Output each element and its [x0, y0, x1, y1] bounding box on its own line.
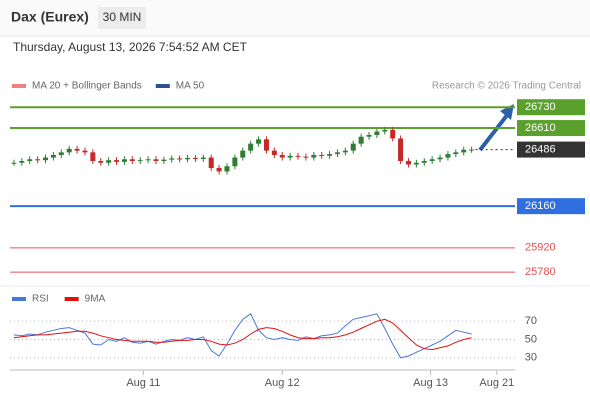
candle	[405, 161, 411, 165]
candle	[303, 156, 309, 158]
candle	[19, 161, 25, 163]
candle	[390, 129, 396, 139]
forecast-arrow	[478, 112, 510, 152]
candle	[319, 154, 325, 156]
candle	[382, 129, 388, 132]
candle	[295, 155, 301, 157]
candle	[358, 136, 364, 144]
candle	[114, 160, 120, 162]
candle	[279, 154, 285, 158]
level-badge	[517, 99, 585, 116]
candle	[263, 139, 269, 151]
candle	[453, 152, 459, 155]
level-badge	[517, 198, 585, 215]
x-tick-label: Aug 21	[479, 377, 514, 389]
level-label: 25920	[525, 242, 556, 254]
candle	[413, 162, 419, 165]
legend-swatch	[12, 84, 26, 88]
candle	[153, 159, 159, 162]
credit: Research © 2026 Trading Central	[432, 81, 581, 92]
candle	[185, 157, 191, 160]
series-line	[13, 313, 472, 359]
candle	[121, 159, 127, 162]
legend-label: MA 50	[176, 81, 205, 92]
candle	[169, 158, 175, 160]
candle	[366, 134, 372, 137]
candle	[66, 148, 72, 153]
y-tick-label: 50	[525, 333, 537, 345]
candle	[50, 154, 56, 158]
candle	[224, 166, 230, 172]
candle	[437, 157, 443, 160]
candle	[469, 149, 475, 151]
candle	[177, 158, 183, 160]
candle	[287, 155, 293, 158]
x-tick-label: Aug 12	[265, 377, 300, 389]
legend-label: RSI	[32, 294, 49, 305]
candle	[334, 152, 340, 155]
candle	[74, 148, 80, 151]
candle	[82, 150, 88, 153]
candle	[374, 131, 380, 135]
level-label: 26610	[525, 122, 556, 134]
candle	[216, 167, 222, 172]
legend-swatch	[155, 84, 170, 88]
candle	[232, 157, 238, 167]
x-tick-label: Aug 13	[413, 377, 448, 389]
legend-swatch	[12, 297, 26, 301]
candle	[161, 159, 167, 162]
legend-label: 9MA	[85, 294, 106, 305]
series-line	[13, 318, 472, 351]
level-badge	[517, 120, 585, 137]
datetime: Thursday, August 13, 2026 7:54:52 AM CET	[13, 40, 248, 54]
candle	[90, 152, 96, 162]
level-label: 26160	[525, 200, 556, 212]
candle	[137, 160, 143, 162]
candle	[342, 150, 348, 153]
legend-swatch	[64, 297, 79, 301]
candle	[58, 152, 64, 155]
candle	[27, 159, 33, 162]
candle	[271, 150, 277, 155]
x-tick-label: Aug 11	[126, 377, 160, 389]
candle	[429, 159, 435, 162]
level-label: 26486	[525, 143, 556, 155]
candle	[11, 162, 17, 164]
y-tick-label: 70	[525, 315, 537, 327]
candle	[145, 159, 151, 161]
level-badge	[517, 141, 585, 158]
candle	[98, 161, 104, 163]
candle	[208, 157, 214, 168]
legend-label: MA 20 + Bollinger Bands	[32, 81, 142, 92]
candle	[248, 143, 254, 151]
candle	[240, 150, 246, 158]
candle	[421, 161, 427, 163]
candle	[445, 154, 451, 158]
candle	[350, 143, 356, 151]
level-label: 26730	[525, 101, 556, 113]
candle	[192, 157, 198, 159]
candle	[43, 157, 49, 161]
candle	[327, 154, 333, 156]
candle	[256, 139, 262, 144]
candle	[35, 159, 41, 161]
candle	[200, 157, 206, 159]
timeframe-badge	[98, 7, 146, 29]
title: Dax (Eurex)	[11, 9, 89, 25]
candle	[461, 149, 467, 153]
candle	[398, 138, 404, 162]
timeframe: 30 MIN	[103, 10, 142, 24]
level-label: 25780	[525, 266, 556, 278]
candle	[129, 159, 135, 162]
candle	[106, 160, 112, 163]
candle	[311, 154, 317, 158]
y-tick-label: 30	[525, 352, 537, 364]
